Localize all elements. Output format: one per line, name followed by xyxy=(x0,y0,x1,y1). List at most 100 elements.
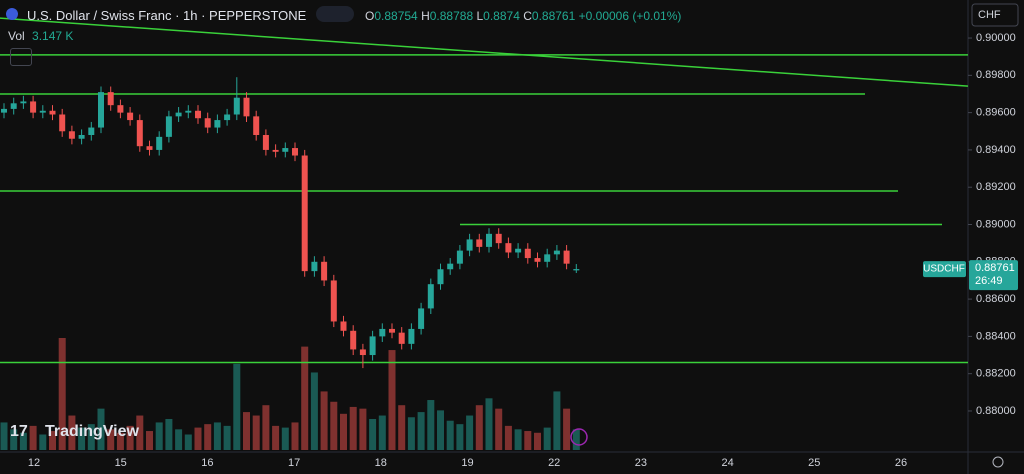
l-value: 0.8874 xyxy=(483,9,520,23)
c-label: C xyxy=(523,9,532,23)
volume-bar xyxy=(87,424,95,450)
candle-body xyxy=(437,269,444,285)
volume-bar xyxy=(514,429,522,450)
volume-bar xyxy=(39,434,47,450)
x-tick-label: 26 xyxy=(895,457,907,469)
volume-bar xyxy=(485,398,493,450)
x-tick-label: 25 xyxy=(808,457,820,469)
candle-body xyxy=(98,92,104,128)
candle-body xyxy=(156,136,163,150)
currency-text[interactable]: CHF xyxy=(978,9,1001,21)
volume-bar xyxy=(572,429,580,450)
countdown-text: 26:49 xyxy=(975,275,1003,287)
volume-bar xyxy=(68,415,76,450)
currency-button[interactable] xyxy=(971,3,1019,27)
collapse-button[interactable] xyxy=(10,48,32,66)
candle-body xyxy=(330,280,337,322)
alert-icon[interactable] xyxy=(570,428,588,446)
volume-bar xyxy=(223,425,231,450)
candle-body xyxy=(214,120,221,128)
quick-buttons[interactable] xyxy=(316,6,354,22)
volume-bar xyxy=(78,427,86,450)
ohlc: O0.88754 H0.88788 L0.8874 C0.88761 +0.00… xyxy=(365,9,681,23)
candle-body xyxy=(175,112,182,117)
candle-body xyxy=(127,112,134,121)
candle-body xyxy=(389,328,395,333)
x-tick-label: 18 xyxy=(375,457,387,469)
candle-body xyxy=(311,261,318,272)
volume-bar xyxy=(107,429,115,450)
volume-bar xyxy=(398,405,406,450)
volume-bar xyxy=(136,415,144,450)
volume-bar xyxy=(262,405,270,450)
volume-bar xyxy=(146,431,153,450)
candle-body xyxy=(243,97,250,117)
candle-body xyxy=(49,110,56,115)
volume-bar xyxy=(272,425,280,450)
candle-body xyxy=(553,250,560,255)
volume-bar xyxy=(58,338,66,450)
candle-body xyxy=(340,321,347,331)
x-tick-label: 22 xyxy=(548,457,560,469)
candle-body xyxy=(369,336,376,356)
candle-body xyxy=(534,258,541,262)
candle-body xyxy=(427,284,434,309)
volume-bar xyxy=(437,410,444,450)
y-tick-label: 0.89600 xyxy=(976,107,1016,119)
volume-bar xyxy=(194,427,202,450)
l-label: L xyxy=(476,9,484,23)
volume-bar xyxy=(301,346,309,450)
h-value: 0.88788 xyxy=(429,9,474,23)
volume-bar xyxy=(504,425,512,450)
symbol-title: U.S. Dollar / Swiss Franc · 1h · PEPPERS… xyxy=(27,8,307,23)
volume-bar xyxy=(97,408,105,450)
candle-body xyxy=(204,118,211,128)
y-tick-label: 0.88600 xyxy=(976,293,1016,305)
volume-bar xyxy=(417,412,425,450)
x-tick-label: 12 xyxy=(28,457,40,469)
candle-body xyxy=(495,233,502,244)
volume-bar xyxy=(116,432,124,450)
candle-body xyxy=(253,116,260,136)
volume-bar xyxy=(155,422,163,450)
volume-bar xyxy=(213,422,221,450)
volume-bar xyxy=(359,408,367,450)
candle-body xyxy=(301,155,308,272)
candle-body xyxy=(418,308,425,329)
volume-bar xyxy=(126,425,134,450)
y-tick-label: 0.88400 xyxy=(976,330,1016,342)
o-label: O xyxy=(365,9,375,23)
volume-bar xyxy=(466,415,474,450)
y-tick-label: 0.89400 xyxy=(976,144,1016,156)
candle-body xyxy=(262,135,269,150)
volume-bar xyxy=(475,405,483,450)
candle-body xyxy=(359,349,366,356)
candle-body xyxy=(282,148,289,152)
volume-bar xyxy=(407,417,415,450)
symbol-tag xyxy=(923,261,966,278)
symbol-tag-text: USDCHF xyxy=(923,264,965,275)
candle-body xyxy=(68,131,75,139)
candle-body xyxy=(321,261,328,281)
trend-line xyxy=(0,17,969,87)
volume-bar xyxy=(175,429,183,450)
candle-body xyxy=(456,250,463,264)
settings-icon[interactable] xyxy=(992,456,1004,468)
vol-value: 3.147 K xyxy=(32,29,74,43)
candle-body xyxy=(146,146,153,150)
c-value: 0.88761 xyxy=(531,9,576,23)
candle-body xyxy=(136,120,143,147)
volume-bar xyxy=(281,427,289,450)
volume-bar xyxy=(233,363,241,450)
volume-bar xyxy=(10,429,18,450)
price-tag-text: 0.88761 xyxy=(975,262,1015,274)
y-tick-label: 0.89200 xyxy=(976,181,1016,193)
volume-bar xyxy=(19,432,27,450)
volume-bar xyxy=(165,418,173,450)
x-tick-label: 15 xyxy=(115,457,127,469)
volume-bar xyxy=(388,350,396,450)
candle-body xyxy=(544,254,551,262)
y-tick-label: 0.88000 xyxy=(976,405,1016,417)
